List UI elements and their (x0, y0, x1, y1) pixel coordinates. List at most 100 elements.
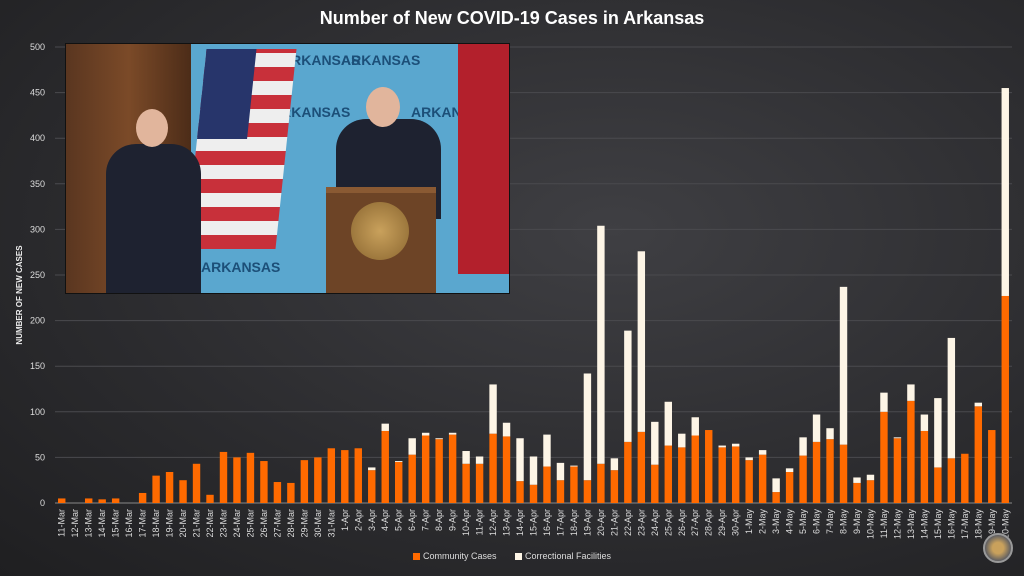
x-tick-label: 1-May (744, 509, 754, 535)
bar-correctional (556, 462, 565, 481)
bar-community (273, 482, 282, 503)
interpreter (106, 144, 201, 293)
y-tick-label: 150 (30, 361, 45, 371)
bar-community (529, 484, 538, 503)
speaker-head (366, 87, 400, 127)
x-tick-label: 22-Apr (623, 509, 633, 536)
bar-community (300, 460, 309, 503)
x-tick-label: 3-May (771, 509, 781, 535)
bar-community (826, 439, 834, 503)
x-tick-label: 29-Mar (299, 509, 309, 538)
backdrop-logo: ARKANSAS (201, 259, 281, 275)
chart-title: Number of New COVID-19 Cases in Arkansas (319, 8, 705, 28)
x-tick-label: 7-May (825, 509, 835, 535)
bar-correctional (516, 438, 524, 482)
x-tick-label: 20-May (1000, 509, 1010, 540)
bar-community (651, 464, 659, 503)
bar-community (947, 458, 956, 503)
bar-community (341, 450, 349, 503)
x-tick-label: 1-Apr (340, 509, 350, 531)
bar-correctional (368, 467, 376, 471)
bar-correctional (812, 414, 821, 442)
x-tick-label: 9-May (852, 509, 862, 535)
bar-community (314, 457, 322, 503)
x-tick-label: 16-May (946, 509, 956, 540)
x-tick-label: 10-Apr (461, 509, 471, 536)
x-tick-label: 3-Apr (367, 509, 377, 531)
bar-correctional (880, 392, 888, 412)
bar-correctional (395, 461, 403, 462)
bar-community (462, 463, 470, 503)
x-tick-label: 5-Apr (394, 509, 404, 531)
legend: Community Cases Correctional Facilities (0, 551, 1024, 561)
bar-community (731, 446, 740, 503)
y-tick-label: 500 (30, 42, 45, 52)
bar-correctional (758, 450, 767, 455)
x-tick-label: 6-May (812, 509, 822, 535)
x-tick-label: 30-Apr (731, 509, 741, 536)
bar-correctional (772, 478, 780, 493)
bar-community (799, 455, 807, 503)
bar-community (866, 480, 875, 503)
x-tick-label: 22-Mar (205, 509, 215, 538)
bar-community (1001, 295, 1009, 503)
x-tick-label: 21-Apr (609, 509, 619, 536)
bar-community (219, 451, 228, 503)
legend-item-correctional: Correctional Facilities (515, 551, 611, 561)
bar-correctional (866, 474, 875, 481)
bar-community (758, 454, 767, 503)
podium-seal (351, 202, 409, 260)
bar-community (152, 475, 160, 503)
bar-community (745, 460, 753, 503)
bar-community (853, 482, 861, 503)
legend-swatch (515, 553, 522, 561)
x-tick-label: 14-May (919, 509, 929, 540)
bar-community (475, 463, 484, 503)
bar-community (543, 466, 551, 503)
x-tick-label: 18-May (973, 509, 983, 540)
x-tick-label: 28-Apr (704, 509, 714, 536)
bar-correctional (678, 433, 686, 448)
x-tick-label: 14-Apr (515, 509, 525, 536)
x-tick-label: 16-Mar (124, 509, 134, 538)
x-tick-label: 15-Mar (111, 509, 121, 538)
x-tick-label: 29-Apr (717, 509, 727, 536)
y-axis-label: NUMBER OF NEW CASES (15, 245, 24, 345)
bar-community (448, 434, 457, 503)
x-tick-label: 26-Mar (259, 509, 269, 538)
x-tick-label: 23-Mar (218, 509, 228, 538)
bar-correctional (731, 443, 740, 447)
bar-community (111, 498, 120, 503)
y-tick-label: 100 (30, 407, 45, 417)
x-tick-label: 8-May (839, 509, 849, 535)
x-tick-label: 17-Mar (138, 509, 148, 538)
x-tick-label: 10-May (865, 509, 875, 540)
bar-community (664, 445, 672, 503)
bar-community (516, 481, 524, 503)
x-tick-label: 2-May (758, 509, 768, 535)
bar-community (260, 461, 268, 503)
bar-community (192, 463, 201, 503)
bar-correctional (502, 422, 511, 437)
bar-correctional (475, 456, 484, 464)
x-tick-label: 28-Mar (286, 509, 296, 538)
bar-correctional (785, 468, 794, 472)
bar-correctional (934, 398, 942, 468)
bar-community (880, 411, 888, 503)
bar-correctional (651, 421, 659, 465)
x-tick-label: 25-Apr (663, 509, 673, 536)
bar-correctional (839, 286, 848, 445)
x-tick-label: 20-Mar (178, 509, 188, 538)
bar-community (84, 498, 93, 503)
x-tick-label: 15-Apr (529, 509, 539, 536)
bar-correctional (1001, 88, 1009, 296)
x-tick-label: 26-Apr (677, 509, 687, 536)
bar-community (246, 452, 255, 503)
x-tick-label: 30-Mar (313, 509, 323, 538)
bar-correctional (448, 432, 457, 435)
bar-community (179, 480, 187, 503)
backdrop-logo: ARKANSAS (271, 104, 351, 120)
x-tick-label: 19-Apr (582, 509, 592, 536)
y-tick-label: 400 (30, 133, 45, 143)
bar-community (974, 406, 983, 503)
